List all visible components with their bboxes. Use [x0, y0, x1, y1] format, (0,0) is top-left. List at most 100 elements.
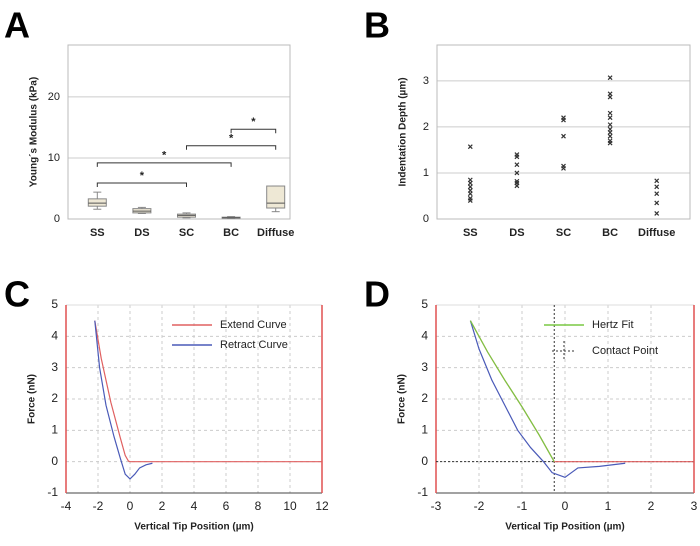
x-tick-label: 2 — [159, 499, 166, 513]
x-tick-label: -2 — [93, 499, 104, 513]
x-tick-label: SC — [179, 227, 194, 239]
y-tick-label: 0 — [51, 454, 58, 468]
y-axis-label: Indentation Depth (µm) — [398, 77, 409, 186]
x-tick-label: 10 — [283, 499, 297, 513]
x-tick-label: DS — [509, 227, 524, 239]
y-tick-label: -1 — [47, 485, 58, 499]
box — [266, 185, 286, 209]
significance-star: * — [251, 116, 256, 128]
point — [607, 115, 613, 121]
y-tick-label: 3 — [423, 75, 429, 87]
significance-bracket — [230, 128, 277, 134]
x-tick-label: 8 — [255, 499, 262, 513]
y-tick-label: 10 — [48, 152, 60, 164]
point — [514, 154, 520, 160]
x-tick-label: 6 — [223, 499, 230, 513]
x-tick-label: SS — [463, 227, 478, 239]
x-tick-label: -3 — [431, 499, 442, 513]
point — [514, 162, 520, 168]
point — [654, 184, 660, 190]
y-tick-label: 1 — [423, 167, 429, 179]
x-tick-label: Diffuse — [638, 227, 675, 239]
point — [561, 133, 566, 139]
y-tick-label: 4 — [51, 329, 58, 343]
panel-label: C — [4, 274, 30, 315]
legend-label: Contact Point — [592, 345, 658, 357]
point — [607, 133, 613, 139]
significance-bracket — [96, 162, 232, 167]
legend-swatch — [552, 341, 576, 361]
point — [607, 110, 613, 116]
x-tick-label: 0 — [127, 499, 134, 513]
panel-label: A — [4, 5, 30, 46]
point — [607, 130, 613, 135]
x-tick-label: SC — [556, 227, 571, 239]
series-line — [469, 320, 694, 463]
point — [654, 211, 660, 216]
y-tick-label: 1 — [421, 423, 428, 437]
y-tick-label: 2 — [423, 121, 429, 133]
significance-star: * — [140, 170, 145, 182]
point — [561, 165, 566, 171]
x-tick-label: 4 — [191, 499, 198, 513]
point — [514, 183, 520, 189]
x-tick-label: BC — [602, 227, 618, 239]
x-axis-label: Vertical Tip Position (µm) — [134, 522, 254, 533]
point — [467, 198, 473, 204]
point — [654, 200, 660, 206]
y-tick-label: 5 — [51, 297, 58, 311]
y-tick-label: 5 — [421, 297, 428, 311]
series-line — [469, 320, 555, 462]
y-axis-label: Force (nN) — [397, 374, 408, 424]
box — [87, 198, 107, 207]
significance-star: * — [162, 150, 167, 162]
x-tick-label: -4 — [61, 499, 72, 513]
point — [654, 178, 660, 184]
legend-label: Retract Curve — [220, 339, 288, 351]
y-tick-label: -1 — [417, 485, 428, 499]
point — [607, 75, 613, 81]
plot-frame — [436, 44, 691, 220]
y-tick-label: 20 — [48, 91, 60, 103]
y-tick-label: 3 — [51, 360, 58, 374]
x-tick-label: DS — [134, 227, 149, 239]
x-tick-label: 1 — [605, 499, 612, 513]
x-axis-label: Vertical Tip Position (µm) — [505, 522, 625, 533]
point — [561, 117, 566, 123]
point — [607, 122, 613, 128]
x-tick-label: BC — [223, 227, 239, 239]
point — [467, 144, 473, 150]
point — [467, 180, 473, 186]
point — [607, 94, 613, 100]
plot-frame — [67, 44, 291, 220]
panel-label: D — [364, 274, 390, 315]
series-line — [94, 320, 322, 463]
y-tick-label: 0 — [423, 213, 429, 225]
point — [467, 184, 473, 190]
panel-label: B — [364, 5, 390, 46]
x-tick-label: Diffuse — [257, 227, 294, 239]
x-tick-label: 0 — [562, 499, 569, 513]
point — [607, 140, 613, 146]
series-line — [469, 320, 626, 479]
point — [654, 191, 660, 197]
y-tick-label: 2 — [51, 391, 58, 405]
significance-bracket — [96, 182, 187, 187]
x-tick-label: 12 — [315, 499, 329, 513]
point — [514, 170, 520, 176]
y-tick-label: 0 — [54, 213, 60, 225]
y-tick-label: 0 — [421, 454, 428, 468]
x-tick-label: -2 — [474, 499, 485, 513]
x-tick-label: -1 — [517, 499, 528, 513]
legend-label: Hertz Fit — [592, 319, 634, 331]
y-tick-label: 1 — [51, 423, 58, 437]
point — [467, 191, 473, 197]
x-tick-label: 2 — [648, 499, 655, 513]
y-tick-label: 2 — [421, 391, 428, 405]
y-tick-label: 4 — [421, 329, 428, 343]
series-line — [94, 320, 153, 480]
legend-label: Extend Curve — [220, 319, 287, 331]
significance-bracket — [186, 145, 277, 150]
significance-star: * — [229, 133, 234, 145]
